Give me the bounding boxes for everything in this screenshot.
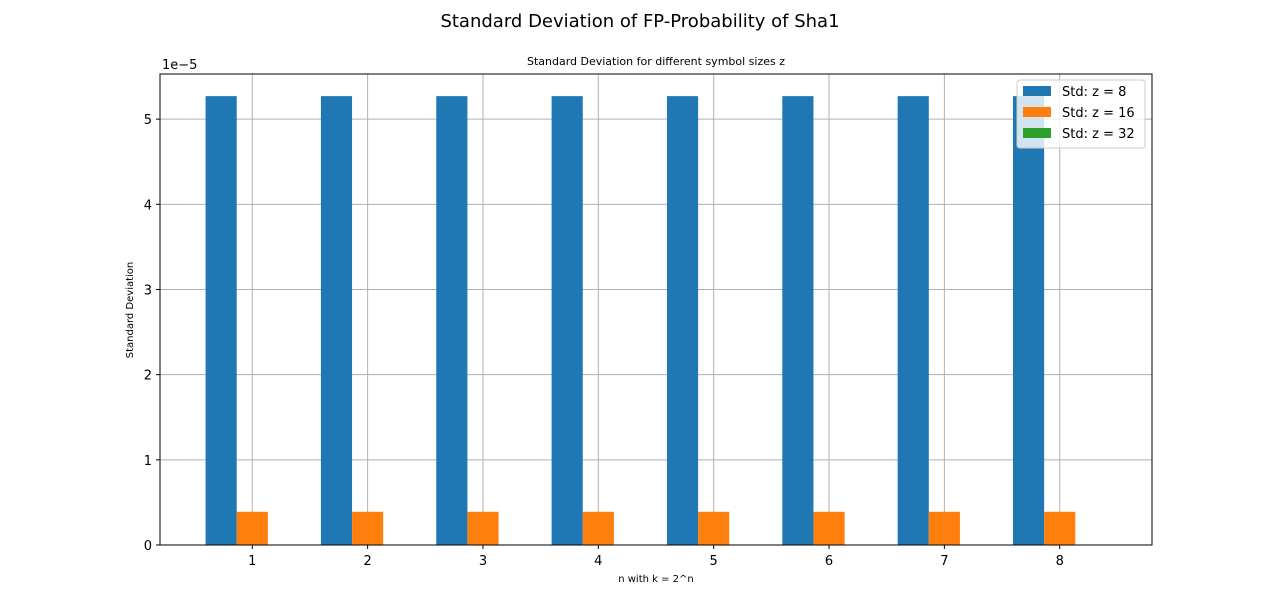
x-ticks: 1 2 3 4 5 6 7 8	[248, 545, 1064, 569]
bar	[236, 511, 268, 545]
legend-label: Std: z = 32	[1062, 127, 1135, 142]
bar	[1044, 511, 1076, 545]
x-tick-label: 3	[479, 554, 487, 569]
x-tick-label: 4	[594, 554, 602, 569]
x-tick-label: 2	[363, 554, 371, 569]
x-tick-label: 8	[1056, 554, 1064, 569]
legend: Std: z = 8 Std: z = 16 Std: z = 32	[1016, 79, 1146, 149]
legend-swatch	[1023, 107, 1051, 117]
y-axis-label: Standard Deviation	[125, 262, 136, 359]
bar	[698, 511, 730, 545]
y-offset-text: 1e−5	[162, 58, 197, 73]
bar	[897, 96, 929, 546]
y-tick-label: 4	[144, 198, 152, 213]
y-tick-label: 3	[144, 283, 152, 298]
figure-title: Standard Deviation of FP-Probability of …	[440, 11, 839, 32]
bar	[205, 96, 237, 546]
bar	[436, 96, 468, 546]
x-tick-label: 7	[940, 554, 948, 569]
bar	[666, 96, 699, 546]
plot-frame	[159, 73, 1153, 546]
y-tick-label: 2	[144, 369, 152, 384]
y-ticks: 0 1 2 3 4 5	[144, 113, 160, 554]
x-tick-label: 1	[248, 554, 256, 569]
legend-label: Std: z = 8	[1062, 85, 1126, 100]
plot-background	[160, 74, 1152, 545]
bar	[352, 511, 384, 545]
y-tick-label: 5	[144, 113, 152, 128]
x-tick-label: 6	[825, 554, 833, 569]
bar	[782, 96, 814, 546]
bar	[551, 96, 583, 546]
legend-swatch	[1023, 128, 1051, 138]
chart-title: Standard Deviation for different symbol …	[527, 55, 785, 68]
bar	[467, 511, 499, 545]
bar	[928, 511, 960, 545]
x-axis-label: n with k = 2^n	[618, 574, 694, 585]
legend-swatch	[1023, 86, 1051, 96]
y-tick-label: 1	[144, 454, 152, 469]
y-tick-label: 0	[144, 539, 152, 554]
bar	[1013, 96, 1045, 546]
bar	[320, 96, 353, 546]
plot-area: 1 2 3 4 5 6 7 8 0 1 2 3 4 5	[144, 73, 1153, 569]
bar	[813, 511, 845, 545]
x-tick-label: 5	[710, 554, 718, 569]
bars	[205, 96, 1076, 546]
bar	[582, 511, 614, 545]
legend-label: Std: z = 16	[1062, 106, 1135, 121]
